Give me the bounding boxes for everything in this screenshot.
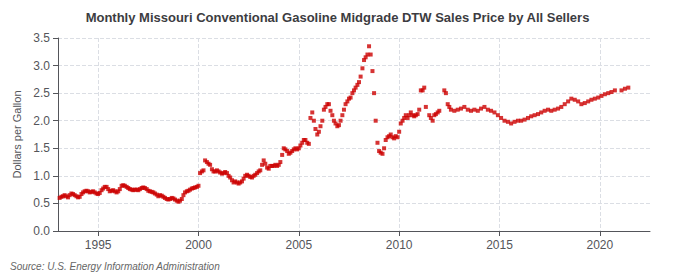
- svg-text:2015: 2015: [486, 238, 513, 252]
- svg-text:3.0: 3.0: [33, 59, 50, 73]
- svg-text:2020: 2020: [586, 238, 613, 252]
- svg-text:2000: 2000: [185, 238, 212, 252]
- svg-text:3.5: 3.5: [33, 31, 50, 45]
- svg-text:Monthly Missouri Conventional: Monthly Missouri Conventional Gasoline M…: [86, 10, 590, 25]
- svg-text:2.5: 2.5: [33, 86, 50, 100]
- svg-text:1995: 1995: [85, 238, 112, 252]
- svg-text:1.5: 1.5: [33, 141, 50, 155]
- svg-text:Source: U.S. Energy Informatio: Source: U.S. Energy Information Administ…: [10, 261, 220, 272]
- svg-text:2.0: 2.0: [33, 114, 50, 128]
- svg-text:0.0: 0.0: [33, 224, 50, 238]
- svg-text:2010: 2010: [386, 238, 413, 252]
- svg-text:Dollars per Gallon: Dollars per Gallon: [11, 90, 23, 178]
- svg-text:2005: 2005: [285, 238, 312, 252]
- svg-text:0.5: 0.5: [33, 196, 50, 210]
- svg-text:1.0: 1.0: [33, 169, 50, 183]
